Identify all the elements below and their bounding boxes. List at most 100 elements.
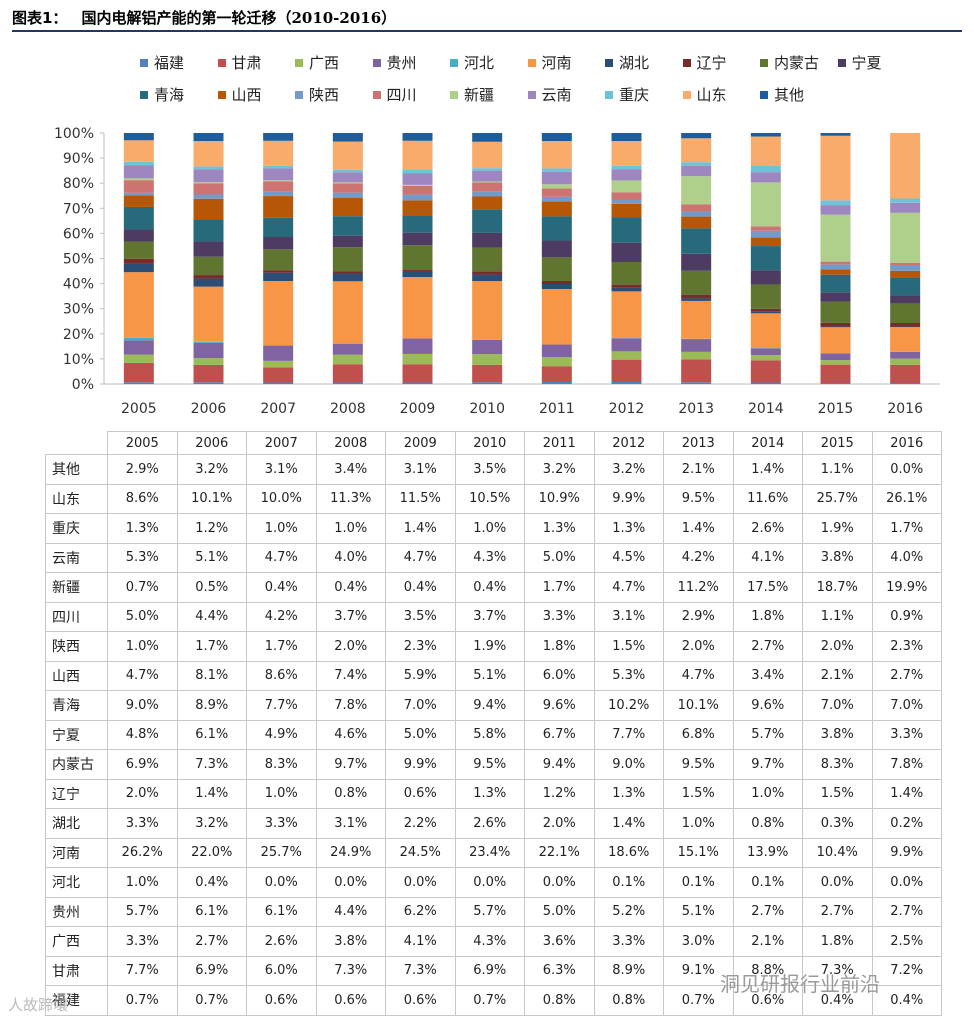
bar-segment <box>332 182 363 184</box>
bar-segment <box>820 326 851 328</box>
bar-segment <box>750 382 781 384</box>
table-cell: 7.8% <box>871 749 942 780</box>
bar-segment <box>681 162 712 166</box>
y-tick-label: 10% <box>63 352 94 368</box>
bar-segment <box>750 165 781 173</box>
bar-segment <box>750 313 781 349</box>
table-cell: 0.0% <box>315 867 386 898</box>
table-cell: 9.5% <box>663 483 734 514</box>
legend-swatch <box>605 58 613 67</box>
bar-segment <box>123 165 154 179</box>
row-label: 福建 <box>45 985 108 1016</box>
table-cell: 22.1% <box>524 837 595 868</box>
bar-segment <box>611 203 642 218</box>
bar-segment <box>263 217 294 238</box>
table-cell: 1.2% <box>524 778 595 809</box>
bar-segment <box>611 165 642 170</box>
legend-swatch <box>372 90 381 99</box>
legend-item: 湖北 <box>605 52 649 73</box>
bar-segment <box>472 281 503 340</box>
table-row: 河北 1.0% 0.4% 0.0% 0.0% 0.0% 0.0% 0.0% 0.1% 0.1% 0.… <box>45 867 942 898</box>
legend-swatch <box>837 58 846 67</box>
bar-segment <box>472 191 503 197</box>
bar-segment <box>750 311 781 314</box>
table-cell: 1.0% <box>315 513 386 544</box>
table-cell: 8.6% <box>107 483 178 514</box>
y-tick-label: 80% <box>63 176 94 192</box>
row-label: 辽宁 <box>45 778 108 809</box>
table-cell: 0.6% <box>246 985 317 1016</box>
watermark-right: 洞见研报行业前沿 <box>720 972 880 996</box>
bar-segment <box>402 185 433 195</box>
bar-segment <box>263 191 294 197</box>
table-cell: 5.7% <box>454 896 525 927</box>
table-cell: 0.6% <box>315 985 386 1016</box>
bar-segment <box>541 240 572 258</box>
table-row: 青海 9.0% 8.9% 7.7% 7.8% 7.0% 9.4% 9.6% 10.2% 10.1%… <box>45 690 942 721</box>
table-cell: 26.1% <box>871 483 942 514</box>
bar-segment <box>820 364 851 383</box>
table-cell: 3.6% <box>524 926 595 957</box>
bar-segment <box>820 382 851 384</box>
bar-segment <box>123 195 154 207</box>
bar-segment <box>193 342 224 359</box>
bar-segment <box>611 242 642 263</box>
table-cell: 1.0% <box>107 631 178 662</box>
legend-item: 广西 <box>295 52 339 73</box>
table-cell: 4.6% <box>315 719 386 750</box>
table-cell: 1.4% <box>732 454 803 485</box>
x-tick-label: 2010 <box>469 401 505 417</box>
bar-segment <box>193 182 224 184</box>
bar-segment <box>820 200 851 206</box>
table-cell: 3.7% <box>315 601 386 632</box>
legend-swatch <box>450 90 458 99</box>
legend-label: 山西 <box>231 86 262 104</box>
table-cell: 5.0% <box>524 542 595 573</box>
row-label: 新疆 <box>45 572 108 603</box>
bar-segment <box>263 360 294 368</box>
bar-segment <box>890 351 921 359</box>
row-label: 其他 <box>45 454 108 485</box>
table-cell: 0.4% <box>246 572 317 603</box>
table-cell: 1.0% <box>732 778 803 809</box>
table-cell: 3.5% <box>385 601 456 632</box>
table-cell: 0.7% <box>107 985 178 1016</box>
table-cell: 17.5% <box>732 572 803 603</box>
table-cell: 8.1% <box>176 660 247 691</box>
row-label: 内蒙古 <box>45 749 108 780</box>
bar-segment <box>750 226 781 231</box>
x-tick-label: 2013 <box>678 401 714 417</box>
table-cell: 6.3% <box>524 955 595 986</box>
bar-segment <box>402 173 433 185</box>
legend-swatch <box>527 90 536 99</box>
table-cell: 4.7% <box>246 542 317 573</box>
bar-segment <box>750 246 781 271</box>
table-row: 云南 5.3% 5.1% 4.7% 4.0% 4.7% 4.3% 5.0% 4.5% 4.2% 4.… <box>45 542 942 573</box>
row-label: 山西 <box>45 660 108 691</box>
bar-segment <box>890 277 921 296</box>
table-cell: 2.1% <box>732 926 803 957</box>
table-cell: 4.3% <box>454 542 525 573</box>
table-cell: 9.9% <box>871 837 942 868</box>
table-cell: 3.1% <box>315 808 386 839</box>
table-cell: 10.5% <box>454 483 525 514</box>
table-cell: 22.0% <box>176 837 247 868</box>
table-cell: 2.0% <box>315 631 386 662</box>
y-tick-label: 50% <box>63 252 94 268</box>
bar-segment <box>820 353 851 361</box>
legend-swatch <box>372 58 381 67</box>
table-cell: 2.0% <box>107 778 178 809</box>
legend-swatch <box>140 90 148 99</box>
bar-segment <box>611 180 642 193</box>
bar-segment <box>263 367 294 383</box>
bar-segment <box>681 339 712 352</box>
bar-segment <box>472 382 503 384</box>
legend-label: 宁夏 <box>851 54 882 72</box>
table-cell: 2.0% <box>524 808 595 839</box>
bar-segment <box>681 138 712 163</box>
bar-segment <box>681 351 712 360</box>
bar-segment <box>820 269 851 275</box>
bar-segment <box>890 202 921 213</box>
table-cell: 5.9% <box>385 660 456 691</box>
legend-label: 辽宁 <box>696 54 727 72</box>
